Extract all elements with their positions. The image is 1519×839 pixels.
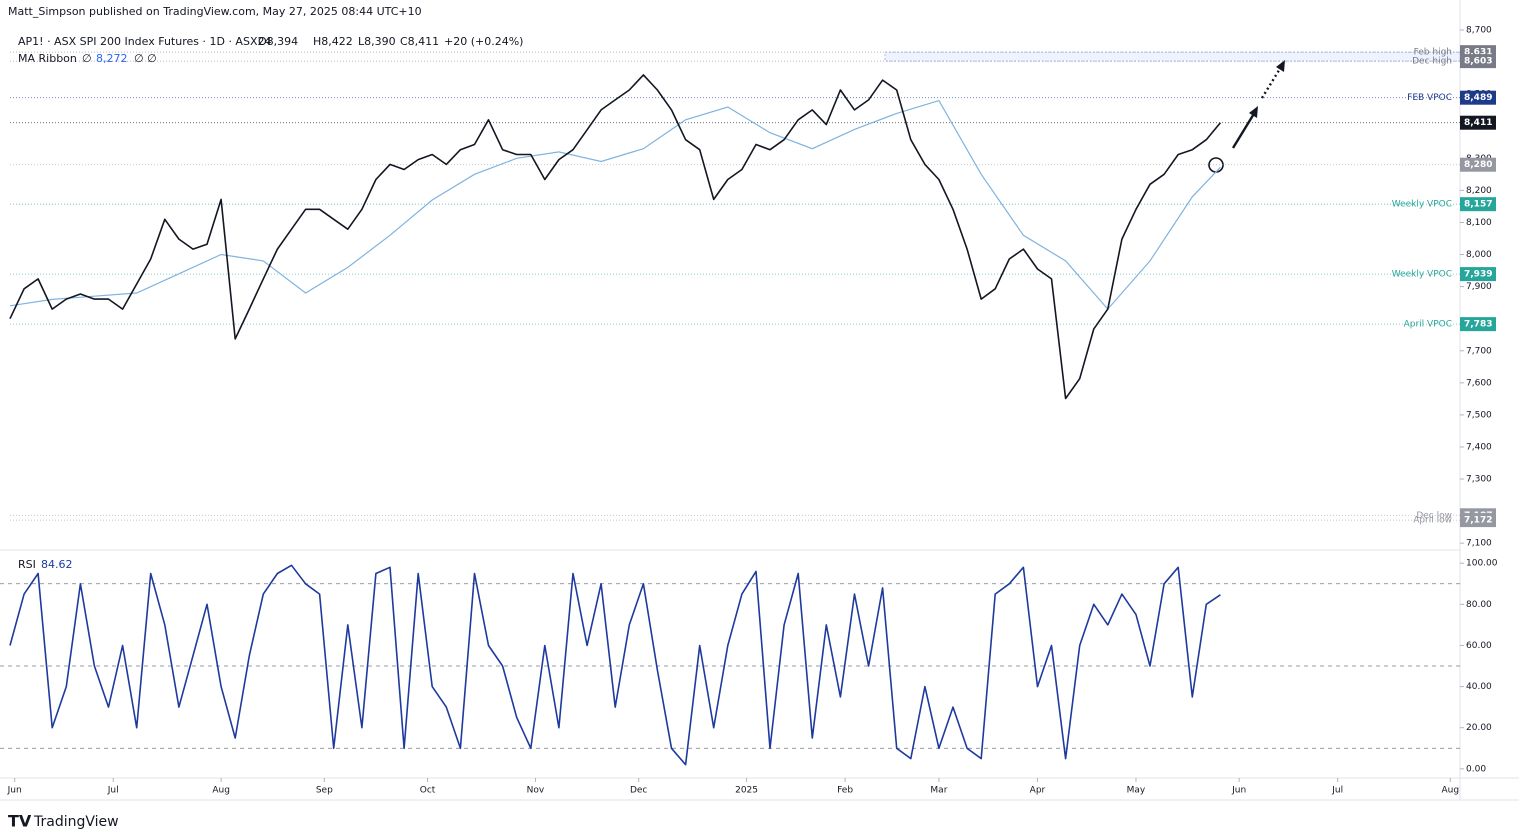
level-value: 8,603: [1464, 57, 1492, 67]
footer-brand: TradingView: [33, 814, 119, 830]
indicator-mark: ∅: [82, 52, 92, 65]
y-tick-label: 8,700: [1466, 26, 1492, 36]
level-badge: [1460, 90, 1496, 105]
low: L8,390: [358, 35, 396, 48]
level-value: 8,157: [1464, 200, 1492, 210]
level-value: 8,411: [1464, 118, 1492, 128]
arrow-head: [1276, 60, 1285, 72]
close: C8,411: [400, 35, 439, 48]
level-badge: [1460, 54, 1496, 69]
y-tick-label: 8,100: [1466, 218, 1492, 228]
price-line: [9, 74, 1222, 400]
y-tick-label: 7,100: [1466, 539, 1492, 549]
y-tick-label: 7,600: [1466, 378, 1492, 388]
moving-average: [9, 99, 1221, 311]
x-tick-label: May: [1127, 786, 1146, 796]
level-name: Weekly VPOC: [1392, 200, 1452, 210]
level-value: 8,631: [1464, 48, 1492, 58]
indicator: MA Ribbon: [18, 52, 77, 65]
published: Matt_Simpson published on TradingView.co…: [8, 5, 422, 18]
level-value: 7,939: [1464, 270, 1492, 280]
level-badge: [1460, 317, 1496, 332]
arrow: [1231, 111, 1257, 149]
x-tick-label: Jul: [1331, 786, 1343, 796]
y-tick-label: 20.00: [1466, 723, 1492, 733]
level-badge: [1460, 513, 1496, 528]
rsi-value: 84.62: [41, 558, 73, 571]
y-tick-label: 80.00: [1466, 600, 1492, 610]
level-name: Dec low: [1416, 511, 1452, 521]
x-tick-label: Feb: [837, 786, 853, 796]
y-tick-label: 7,700: [1466, 346, 1492, 356]
indicator-mark: ∅ ∅: [134, 52, 157, 65]
y-tick-label: 100.00: [1466, 559, 1498, 569]
footer-logo: TV: [8, 812, 32, 831]
open: O8,394: [258, 35, 298, 48]
level-value: 8,280: [1464, 160, 1492, 170]
indicator-value: 8,272: [96, 52, 128, 65]
level-value: 7,172: [1464, 516, 1492, 526]
level-name: Feb high: [1414, 48, 1452, 58]
y-tick-label: 40.00: [1466, 682, 1492, 692]
y-tick-label: 8,000: [1466, 250, 1492, 260]
x-tick-label: Apr: [1030, 786, 1046, 796]
x-tick-label: Dec: [630, 786, 647, 796]
y-tick-label: 0.00: [1466, 764, 1486, 774]
y-tick-label: 7,300: [1466, 475, 1492, 485]
x-tick-label: Jul: [107, 786, 119, 796]
x-tick-label: Mar: [930, 786, 947, 796]
y-tick-label: 7,500: [1466, 410, 1492, 420]
x-tick-label: 2025: [735, 786, 758, 796]
level-name: Dec high: [1412, 57, 1452, 67]
level-name: Weekly VPOC: [1392, 270, 1452, 280]
level-badge: [1460, 267, 1496, 282]
level-name: April low: [1413, 516, 1452, 526]
x-tick-label: Nov: [527, 786, 545, 796]
x-tick-label: Aug: [1442, 786, 1460, 796]
x-tick-label: Jun: [7, 786, 22, 796]
x-tick-label: Sep: [316, 786, 333, 796]
x-tick-label: Aug: [212, 786, 230, 796]
rsi-title: RSI: [18, 558, 36, 571]
y-tick-label: 7,900: [1466, 282, 1492, 292]
price-line: [9, 564, 1221, 766]
y-tick-label: 8,200: [1466, 186, 1492, 196]
level-name: April VPOC: [1404, 320, 1452, 330]
arrow-dotted: [1260, 66, 1283, 99]
x-tick-label: Oct: [420, 786, 436, 796]
symbol: AP1! · ASX SPI 200 Index Futures · 1D · …: [18, 35, 271, 48]
level-badge: [1460, 157, 1496, 172]
y-tick-label: 60.00: [1466, 641, 1492, 651]
resistance-zone: [884, 51, 1461, 62]
high: H8,422: [313, 35, 353, 48]
y-tick-label: 7,400: [1466, 442, 1492, 452]
level-value: 7,783: [1464, 320, 1492, 330]
x-tick-label: Jun: [1231, 786, 1246, 796]
level-value: 8,489: [1464, 93, 1492, 103]
level-badge: [1460, 197, 1496, 212]
change: +20 (+0.24%): [444, 35, 523, 48]
arrow-head: [1249, 106, 1258, 118]
level-badge: [1460, 115, 1496, 130]
level-name: FEB VPOC: [1407, 93, 1452, 103]
